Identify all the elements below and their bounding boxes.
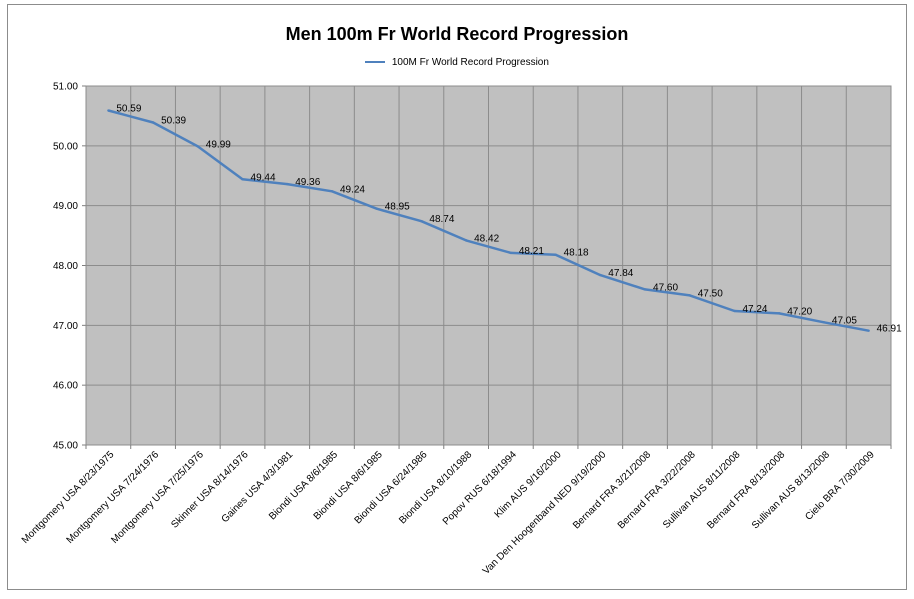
x-tick-label: Skinner USA 8/14/1976 bbox=[169, 449, 251, 531]
x-tick-label: Sullivan AUS 8/11/2008 bbox=[661, 449, 743, 531]
data-point bbox=[554, 253, 557, 256]
data-point bbox=[241, 178, 244, 181]
y-tick-label: 49.00 bbox=[53, 201, 78, 212]
data-point bbox=[151, 121, 155, 124]
data-point bbox=[643, 288, 647, 291]
data-label: 49.24 bbox=[340, 184, 365, 195]
data-label: 48.74 bbox=[429, 214, 454, 225]
data-label: 48.95 bbox=[385, 202, 410, 213]
y-tick-label: 46.00 bbox=[53, 381, 78, 392]
y-tick-label: 45.00 bbox=[53, 441, 78, 452]
data-point bbox=[464, 239, 468, 242]
data-point bbox=[867, 329, 870, 332]
x-tick-label: Popov RUS 6/18/1994 bbox=[441, 449, 519, 527]
data-label: 47.60 bbox=[653, 282, 678, 293]
data-point bbox=[733, 309, 736, 313]
data-point bbox=[599, 273, 602, 277]
data-label: 46.91 bbox=[877, 324, 902, 335]
data-point bbox=[822, 321, 826, 324]
y-tick-label: 50.00 bbox=[53, 141, 78, 152]
data-label: 50.39 bbox=[161, 115, 186, 126]
x-tick-label: Montgomery USA 8/23/1975 bbox=[20, 449, 117, 546]
x-tick-label: Sullivan AUS 8/13/2008 bbox=[750, 449, 832, 531]
legend-swatch bbox=[365, 61, 386, 64]
data-point bbox=[107, 109, 110, 112]
series-line bbox=[108, 109, 869, 332]
chart-title: Men 100m Fr World Record Progression bbox=[285, 24, 629, 44]
x-tick-label: Bernard FRA 8/13/2008 bbox=[705, 449, 787, 531]
y-tick-label: 51.00 bbox=[53, 82, 78, 93]
data-point bbox=[777, 312, 781, 315]
data-label: 49.36 bbox=[295, 177, 320, 188]
data-label: 50.59 bbox=[116, 104, 141, 115]
x-tick-label: Montgomery USA 7/25/1976 bbox=[109, 449, 206, 546]
data-label: 48.21 bbox=[519, 246, 544, 257]
x-tick-label: Bernard FRA 3/21/2008 bbox=[571, 449, 653, 531]
data-label: 47.05 bbox=[832, 315, 857, 326]
x-tick-label: Bernard FRA 3/22/2008 bbox=[616, 449, 698, 531]
data-label: 47.50 bbox=[698, 288, 723, 299]
data-label: 47.24 bbox=[742, 304, 767, 315]
data-label: 48.18 bbox=[564, 248, 589, 259]
data-point bbox=[196, 145, 200, 148]
data-label: 49.99 bbox=[206, 139, 231, 150]
data-point bbox=[420, 220, 423, 223]
data-point bbox=[286, 182, 289, 186]
data-point bbox=[330, 190, 334, 193]
x-tick-label: Biondi USA 6/24/1986 bbox=[353, 449, 430, 526]
data-label: 49.44 bbox=[251, 172, 276, 183]
x-tick-label: Biondi USA 8/10/1988 bbox=[397, 449, 474, 526]
data-point bbox=[375, 207, 378, 210]
data-label: 47.84 bbox=[608, 268, 633, 279]
y-tick-label: 47.00 bbox=[53, 321, 78, 332]
data-label: 48.42 bbox=[474, 233, 499, 244]
data-label: 47.20 bbox=[787, 306, 812, 317]
x-tick-label: Montgomery USA 7/24/1976 bbox=[65, 449, 162, 546]
legend-label: 100M Fr World Record Progression bbox=[391, 57, 549, 68]
data-point bbox=[688, 294, 691, 297]
y-tick-label: 48.00 bbox=[53, 261, 78, 272]
data-point bbox=[509, 251, 513, 255]
legend: 100M Fr World Record Progression bbox=[0, 57, 914, 68]
